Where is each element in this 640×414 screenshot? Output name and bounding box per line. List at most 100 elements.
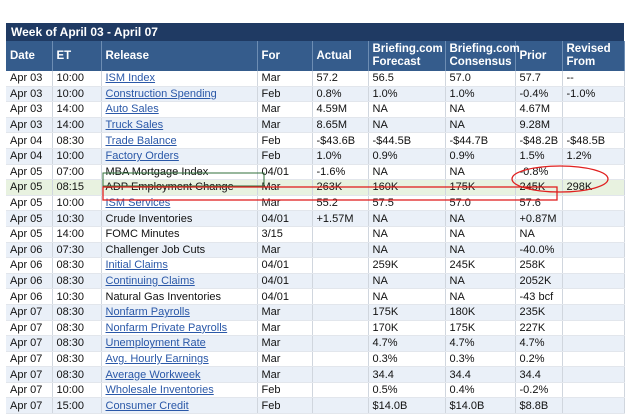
col-for: For	[257, 41, 313, 71]
cell-release: Natural Gas Inventories	[101, 288, 258, 305]
cell-release[interactable]: Trade Balance	[101, 132, 258, 149]
cell-release: Crude Inventories	[101, 210, 258, 227]
cell-prior: 57.6	[515, 195, 563, 212]
cell-prior: 9.28M	[515, 117, 563, 134]
cell-date: Apr 06	[6, 288, 53, 305]
cell-prior: -0.2%	[515, 382, 563, 399]
cell-for: 3/15	[257, 226, 313, 243]
table-row: Apr 05 07:00 MBA Mortgage Index 04/01 -1.6% N…	[6, 164, 625, 181]
cell-release[interactable]: Truck Sales	[101, 117, 258, 134]
cell-forecast: 4.7%	[368, 335, 446, 352]
cell-actual	[312, 257, 369, 274]
cell-forecast: 57.5	[368, 195, 446, 212]
cell-release[interactable]: Avg. Hourly Earnings	[101, 351, 258, 368]
cell-for: Feb	[257, 86, 313, 103]
cell-consensus: 34.4	[445, 366, 516, 383]
cell-forecast: NA	[368, 242, 446, 259]
cell-release[interactable]: Wholesale Inventories	[101, 382, 258, 399]
cell-release[interactable]: Initial Claims	[101, 257, 258, 274]
cell-for: Mar	[257, 335, 313, 352]
cell-release[interactable]: Continuing Claims	[101, 273, 258, 290]
cell-actual: 57.2	[312, 71, 369, 87]
cell-revised	[562, 351, 625, 368]
table-row: Apr 04 10:00 Factory Orders Feb 1.0% 0.9% 0.9%…	[6, 148, 625, 165]
cell-prior: -43 bcf	[515, 288, 563, 305]
cell-et: 10:00	[52, 195, 102, 212]
cell-release[interactable]: Unemployment Rate	[101, 335, 258, 352]
cell-forecast: 34.4	[368, 366, 446, 383]
cell-actual	[312, 288, 369, 305]
cell-consensus: NA	[445, 164, 516, 181]
cell-forecast: 170K	[368, 320, 446, 337]
col-revised: Revised From	[562, 41, 625, 71]
cell-for: Mar	[257, 242, 313, 259]
cell-date: Apr 07	[6, 335, 53, 352]
cell-release[interactable]: Consumer Credit	[101, 397, 258, 414]
cell-et: 08:30	[52, 273, 102, 290]
cell-revised	[562, 117, 625, 134]
cell-release[interactable]: Average Workweek	[101, 366, 258, 383]
cell-release[interactable]: Nonfarm Private Payrolls	[101, 320, 258, 337]
table-row: Apr 03 10:00 ISM Index Mar 57.2 56.5 57.0 57.7-…	[6, 71, 625, 87]
cell-forecast: NA	[368, 210, 446, 227]
cell-release[interactable]: Construction Spending	[101, 86, 258, 103]
cell-prior: NA	[515, 226, 563, 243]
cell-prior: 235K	[515, 304, 563, 321]
cell-release: FOMC Minutes	[101, 226, 258, 243]
table-row: Apr 07 10:00 Wholesale Inventories Feb 0.5% 0…	[6, 382, 625, 399]
cell-et: 08:15	[52, 179, 102, 196]
cell-release[interactable]: Auto Sales	[101, 101, 258, 118]
cell-forecast: NA	[368, 164, 446, 181]
cell-revised	[562, 226, 625, 243]
header-row: Date ET Release For Actual Briefing.com …	[6, 41, 625, 71]
cell-consensus: 175K	[445, 320, 516, 337]
cell-prior: 1.5%	[515, 148, 563, 165]
table-row: Apr 07 08:30 Unemployment Rate Mar 4.7% 4.7% 4…	[6, 335, 625, 352]
cell-et: 14:00	[52, 117, 102, 134]
cell-prior: +0.87M	[515, 210, 563, 227]
cell-consensus: 0.4%	[445, 382, 516, 399]
cell-et: 10:00	[52, 86, 102, 103]
cell-actual: 263K	[312, 179, 369, 196]
cell-revised	[562, 320, 625, 337]
cell-release: MBA Mortgage Index	[101, 164, 258, 181]
cell-prior: 2052K	[515, 273, 563, 290]
cell-release[interactable]: ISM Index	[101, 71, 258, 87]
cell-date: Apr 07	[6, 397, 53, 414]
cell-revised	[562, 257, 625, 274]
table-row: Apr 07 08:30 Nonfarm Private Payrolls Mar 17…	[6, 320, 625, 337]
cell-actual: 1.0%	[312, 148, 369, 165]
cell-for: Mar	[257, 117, 313, 134]
cell-revised: -$48.5B	[562, 132, 625, 149]
cell-for: 04/01	[257, 210, 313, 227]
cell-release[interactable]: Nonfarm Payrolls	[101, 304, 258, 321]
cell-revised: 298K	[562, 179, 625, 196]
cell-revised	[562, 273, 625, 290]
cell-forecast: 0.3%	[368, 351, 446, 368]
cell-et: 08:30	[52, 132, 102, 149]
cell-release[interactable]: ISM Services	[101, 195, 258, 212]
cell-prior: 227K	[515, 320, 563, 337]
cell-actual: 0.8%	[312, 86, 369, 103]
cell-for: Mar	[257, 304, 313, 321]
cell-forecast: 175K	[368, 304, 446, 321]
cell-for: Mar	[257, 71, 313, 87]
cell-date: Apr 03	[6, 86, 53, 103]
cell-actual: -1.6%	[312, 164, 369, 181]
cell-release[interactable]: Factory Orders	[101, 148, 258, 165]
cell-prior: 34.4	[515, 366, 563, 383]
cell-for: Feb	[257, 382, 313, 399]
col-date: Date	[6, 41, 53, 71]
cell-et: 08:30	[52, 257, 102, 274]
cell-for: Feb	[257, 148, 313, 165]
cell-consensus: NA	[445, 288, 516, 305]
cell-revised	[562, 164, 625, 181]
cell-forecast: NA	[368, 117, 446, 134]
cell-forecast: 259K	[368, 257, 446, 274]
cell-revised	[562, 242, 625, 259]
cell-date: Apr 04	[6, 148, 53, 165]
cell-consensus: NA	[445, 101, 516, 118]
cell-actual	[312, 304, 369, 321]
table-row: Apr 07 15:00 Consumer Credit Feb $14.0B $14.0…	[6, 397, 625, 414]
cell-for: Feb	[257, 132, 313, 149]
